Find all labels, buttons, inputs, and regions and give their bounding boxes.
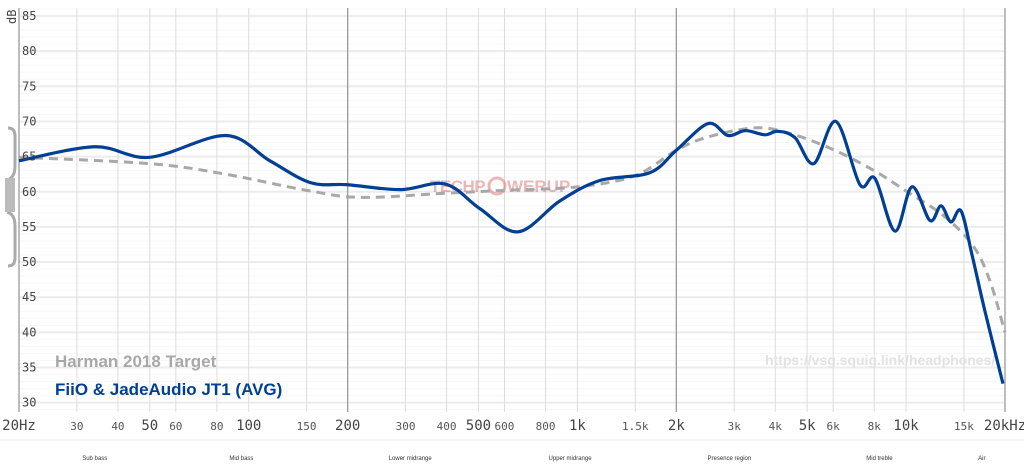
x-tick-label: 8k — [868, 420, 882, 433]
y-tick-label: 55 — [22, 220, 36, 234]
x-tick-label: 200 — [335, 418, 360, 434]
svg-text:WERUP: WERUP — [507, 177, 570, 196]
x-tick-label: 1.5k — [622, 420, 649, 433]
x-tick-label: 500 — [466, 418, 491, 434]
x-tick-label: 80 — [210, 420, 223, 433]
y-axis-label: dB — [5, 10, 19, 24]
x-tick-label: 150 — [297, 420, 317, 433]
x-tick-label: 800 — [536, 420, 556, 433]
device-curve — [18, 119, 1005, 385]
y-tick-label: 85 — [22, 9, 36, 23]
region-label: Sub bass — [82, 456, 107, 462]
y-tick-label: 35 — [22, 361, 36, 375]
x-tick-label: 15k — [954, 420, 974, 433]
y-tick-label: 45 — [22, 290, 36, 304]
x-tick-label: 50 — [141, 418, 158, 434]
axes: 20Hz 30 40 50 60 80 100 150 200 300 400 500 600 800 1k… — [0, 9, 1024, 462]
legend-target[interactable]: Harman 2018 Target — [55, 352, 217, 371]
y-tick-label: 60 — [22, 185, 36, 199]
x-tick-label: 5k — [799, 418, 816, 434]
region-label: Mid treble — [866, 456, 893, 462]
x-tick-label: 600 — [495, 420, 515, 433]
region-label: Lower midrange — [389, 456, 433, 462]
x-tick-label: 6k — [827, 420, 841, 433]
target-curve — [18, 126, 1007, 333]
y-tick-label: 40 — [22, 325, 36, 339]
x-tick-label: 20Hz — [2, 418, 36, 434]
y-tick-label: 50 — [22, 255, 36, 269]
x-tick-label: 2k — [668, 418, 685, 434]
legend-device[interactable]: FiiO & JadeAudio JT1 (AVG) — [55, 380, 282, 399]
x-tick-label: 30 — [70, 420, 83, 433]
x-tick-label: 40 — [111, 420, 124, 433]
x-tick-label: 3k — [728, 420, 742, 433]
scale-handle[interactable] — [5, 126, 17, 268]
x-tick-label: 60 — [169, 420, 182, 433]
y-tick-label: 70 — [22, 114, 36, 128]
region-label: Upper midrange — [549, 456, 593, 462]
x-tick-label: 4k — [769, 420, 783, 433]
x-tick-label: 400 — [437, 420, 457, 433]
y-tick-label: 80 — [22, 44, 36, 58]
series-layer — [18, 119, 1007, 385]
grid — [18, 8, 1006, 412]
y-tick-label: 30 — [22, 396, 36, 410]
x-tick-label: 100 — [236, 418, 261, 434]
x-tick-label: 1k — [569, 418, 586, 434]
region-label: Air — [978, 456, 985, 462]
x-tick-label: 300 — [396, 420, 416, 433]
x-tick-label: 10k — [893, 418, 919, 434]
watermark-url: https://vsg.squig.link/headphones/ — [765, 352, 995, 368]
y-tick-label: 75 — [22, 79, 36, 93]
y-tick-label: 65 — [22, 150, 36, 164]
x-tick-label: 20kHz — [984, 418, 1024, 434]
region-label: Presence region — [708, 456, 752, 462]
region-label: Mid bass — [229, 456, 253, 462]
